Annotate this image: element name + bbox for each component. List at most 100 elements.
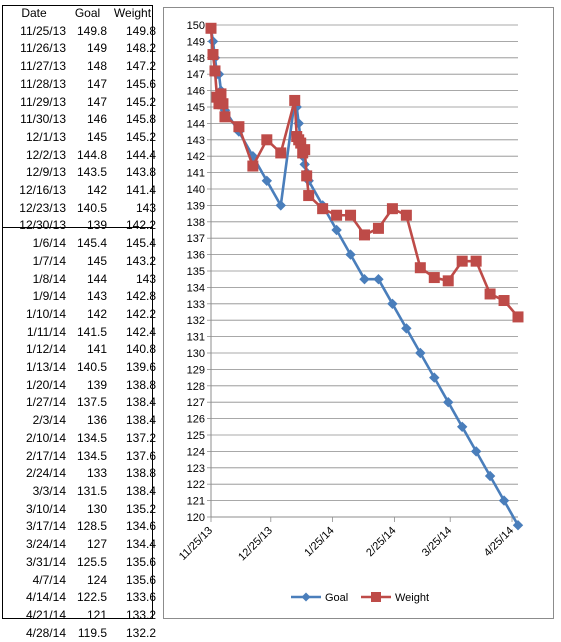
cell-weight[interactable]: 134.4: [125, 537, 156, 552]
cell-goal[interactable]: 149.8: [76, 23, 107, 38]
cell-weight[interactable]: 135.2: [125, 501, 156, 516]
cell-date[interactable]: 3/31/14: [25, 554, 66, 569]
cell-weight[interactable]: 145.2: [125, 129, 156, 144]
cell-weight[interactable]: 148.2: [125, 41, 156, 56]
cell-weight[interactable]: 143.8: [125, 165, 156, 180]
cell-goal[interactable]: 128.5: [76, 519, 107, 534]
cell-goal[interactable]: 137.5: [76, 395, 107, 410]
cell-date[interactable]: 1/6/14: [32, 236, 66, 251]
cell-weight[interactable]: 145.8: [125, 112, 156, 127]
cell-date[interactable]: 1/20/14: [25, 377, 66, 392]
cell-weight[interactable]: 135.6: [125, 572, 156, 587]
cell-goal[interactable]: 146: [86, 112, 107, 127]
cell-weight[interactable]: 142.2: [125, 218, 156, 233]
cell-goal[interactable]: 134.5: [76, 430, 107, 445]
cell-weight[interactable]: 137.2: [125, 430, 156, 445]
cell-goal[interactable]: 144.8: [76, 147, 107, 162]
cell-goal[interactable]: 142: [86, 306, 107, 321]
cell-goal[interactable]: 141: [86, 342, 107, 357]
cell-weight[interactable]: 143: [135, 200, 156, 215]
cell-goal[interactable]: 130: [86, 501, 107, 516]
cell-weight[interactable]: 144.4: [125, 147, 156, 162]
cell-date[interactable]: 12/16/13: [19, 183, 66, 198]
cell-weight[interactable]: 142.8: [125, 289, 156, 304]
cell-date[interactable]: 1/12/14: [25, 342, 66, 357]
cell-goal[interactable]: 121: [86, 607, 107, 622]
cell-goal[interactable]: 143: [86, 289, 107, 304]
cell-goal[interactable]: 122.5: [76, 590, 107, 605]
cell-goal[interactable]: 139: [86, 218, 107, 233]
cell-date[interactable]: 11/28/13: [20, 76, 66, 91]
cell-weight[interactable]: 133.6: [125, 590, 156, 605]
cell-weight[interactable]: 140.8: [125, 342, 156, 357]
cell-weight[interactable]: 138.4: [125, 395, 156, 410]
cell-date[interactable]: 3/3/14: [32, 483, 66, 498]
cell-date[interactable]: 2/24/14: [25, 466, 66, 481]
cell-goal[interactable]: 131.5: [76, 483, 107, 498]
cell-goal[interactable]: 125.5: [76, 554, 107, 569]
cell-date[interactable]: 1/11/14: [26, 324, 66, 339]
cell-goal[interactable]: 145.4: [76, 236, 107, 251]
cell-goal[interactable]: 127: [86, 537, 107, 552]
cell-date[interactable]: 1/8/14: [32, 271, 66, 286]
cell-date[interactable]: 12/1/13: [25, 129, 66, 144]
cell-goal[interactable]: 139: [86, 377, 107, 392]
cell-goal[interactable]: 148: [86, 59, 107, 74]
cell-weight[interactable]: 137.6: [125, 448, 156, 463]
header-weight[interactable]: Weight: [113, 6, 152, 20]
cell-goal[interactable]: 140.5: [76, 200, 107, 215]
cell-goal[interactable]: 136: [86, 413, 107, 428]
cell-date[interactable]: 11/29/13: [20, 94, 66, 109]
cell-goal[interactable]: 142: [86, 183, 107, 198]
cell-date[interactable]: 11/25/13: [20, 23, 66, 38]
cell-date[interactable]: 11/26/13: [20, 41, 66, 56]
cell-date[interactable]: 3/10/14: [25, 501, 66, 516]
cell-weight[interactable]: 138.4: [125, 483, 156, 498]
cell-weight[interactable]: 145.6: [125, 76, 156, 91]
cell-date[interactable]: 12/2/13: [25, 147, 66, 162]
cell-date[interactable]: 2/10/14: [25, 430, 66, 445]
cell-date[interactable]: 12/23/13: [19, 200, 66, 215]
cell-date[interactable]: 1/13/14: [25, 360, 66, 375]
cell-weight[interactable]: 139.6: [125, 360, 156, 375]
cell-goal[interactable]: 141.5: [76, 324, 107, 339]
cell-date[interactable]: 11/27/13: [20, 59, 66, 74]
cell-goal[interactable]: 124: [86, 572, 107, 587]
cell-date[interactable]: 2/17/14: [25, 448, 66, 463]
cell-goal[interactable]: 145: [86, 253, 107, 268]
cell-weight[interactable]: 149.8: [125, 23, 156, 38]
cell-date[interactable]: 4/7/14: [32, 572, 66, 587]
cell-weight[interactable]: 138.8: [125, 466, 156, 481]
cell-weight[interactable]: 138.4: [125, 413, 156, 428]
cell-goal[interactable]: 147: [86, 94, 107, 109]
cell-date[interactable]: 11/30/13: [20, 112, 66, 127]
cell-weight[interactable]: 142.4: [125, 324, 156, 339]
cell-weight[interactable]: 138.8: [125, 377, 156, 392]
cell-goal[interactable]: 134.5: [76, 448, 107, 463]
cell-weight[interactable]: 147.2: [125, 59, 156, 74]
cell-goal[interactable]: 147: [86, 76, 107, 91]
cell-weight[interactable]: 141.4: [125, 183, 156, 198]
cell-date[interactable]: 3/17/14: [25, 519, 66, 534]
cell-goal[interactable]: 140.5: [76, 360, 107, 375]
cell-date[interactable]: 1/9/14: [32, 289, 66, 304]
cell-goal[interactable]: 145: [86, 129, 107, 144]
cell-date[interactable]: 1/27/14: [25, 395, 66, 410]
cell-date[interactable]: 4/14/14: [25, 590, 66, 605]
cell-goal[interactable]: 143.5: [76, 165, 107, 180]
cell-weight[interactable]: 143.2: [125, 253, 156, 268]
cell-weight[interactable]: 133.2: [125, 607, 156, 622]
cell-date[interactable]: 4/21/14: [25, 607, 66, 622]
header-date[interactable]: Date: [21, 6, 47, 20]
cell-weight[interactable]: 142.2: [125, 306, 156, 321]
cell-weight[interactable]: 145.2: [125, 94, 156, 109]
cell-weight[interactable]: 143: [135, 271, 156, 286]
cell-date[interactable]: 4/28/14: [25, 625, 66, 640]
cell-goal[interactable]: 144: [86, 271, 107, 286]
header-goal[interactable]: Goal: [74, 6, 101, 20]
cell-weight[interactable]: 134.6: [125, 519, 156, 534]
cell-weight[interactable]: 132.2: [125, 625, 156, 640]
cell-goal[interactable]: 133: [86, 466, 107, 481]
cell-goal[interactable]: 149: [86, 41, 107, 56]
cell-weight[interactable]: 145.4: [125, 236, 156, 251]
